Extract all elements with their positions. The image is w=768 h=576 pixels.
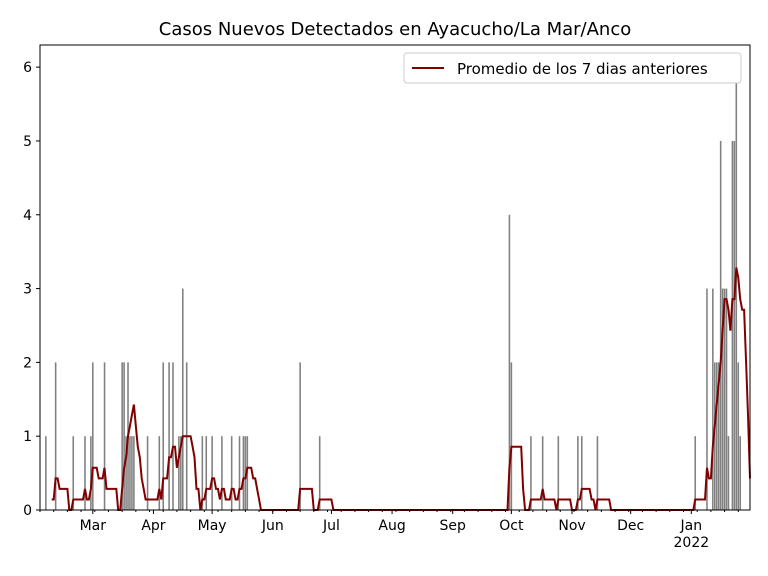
bar xyxy=(103,362,106,510)
x-tick-label: May xyxy=(198,518,227,534)
bar xyxy=(719,140,722,510)
bar xyxy=(158,436,161,510)
bar xyxy=(715,362,718,510)
bar xyxy=(201,436,204,510)
bar xyxy=(54,362,57,510)
bar xyxy=(121,362,123,510)
bar xyxy=(238,436,241,510)
x-tick-label: Jul xyxy=(322,518,340,534)
bar xyxy=(168,362,170,510)
bar xyxy=(84,436,86,510)
x-tick-label: Dec xyxy=(617,518,644,534)
bar xyxy=(733,140,736,510)
bar xyxy=(712,288,714,510)
bar xyxy=(717,362,720,510)
bar xyxy=(596,436,599,510)
bar xyxy=(129,436,131,510)
plot-frame xyxy=(39,44,751,511)
y-tick-label: 4 xyxy=(23,208,32,224)
y-tick-label: 5 xyxy=(23,134,32,150)
bar xyxy=(299,362,301,510)
bar xyxy=(180,436,182,510)
bar xyxy=(721,288,724,510)
x-tick-label: Mar xyxy=(80,518,107,534)
y-tick-label: 1 xyxy=(23,429,32,445)
x-tick-label: Oct xyxy=(499,518,524,534)
bar xyxy=(72,436,75,510)
y-tick-label: 0 xyxy=(23,503,32,519)
bar xyxy=(706,288,708,510)
bar xyxy=(172,362,174,510)
y-tick-label: 6 xyxy=(23,60,32,76)
bar xyxy=(125,436,127,510)
bar xyxy=(162,362,165,510)
bar xyxy=(557,436,560,510)
x-tick-label: Aug xyxy=(378,518,405,534)
bar xyxy=(731,140,734,510)
x-tick-label: Nov xyxy=(558,518,585,534)
bar xyxy=(90,436,92,510)
legend: Promedio de los 7 dias anteriores xyxy=(403,52,742,84)
x-tick-label: Jun xyxy=(261,518,284,534)
bar xyxy=(739,436,742,510)
bar xyxy=(581,436,583,510)
bar xyxy=(123,362,125,510)
bar xyxy=(221,436,223,510)
x-tick-label: Jan xyxy=(680,518,703,534)
line-group xyxy=(51,267,751,511)
bar xyxy=(146,436,149,510)
bar xyxy=(510,362,513,510)
bar xyxy=(530,436,532,510)
bar xyxy=(242,436,245,510)
x-tick-label: Apr xyxy=(141,518,165,534)
bar xyxy=(727,436,730,510)
bars-group xyxy=(45,67,742,511)
bar xyxy=(133,436,135,510)
y-tick-label: 2 xyxy=(23,355,32,371)
legend-label: Promedio de los 7 dias anteriores xyxy=(457,60,708,78)
bar xyxy=(230,436,233,510)
x-tick-label: Sep xyxy=(440,518,467,534)
legend-box xyxy=(403,52,742,84)
bar xyxy=(92,362,94,510)
bar xyxy=(577,436,579,510)
bar xyxy=(205,436,208,510)
bar xyxy=(737,362,740,510)
bar xyxy=(211,436,213,510)
bar xyxy=(182,288,184,510)
moving-average-line xyxy=(51,267,751,511)
bar xyxy=(725,288,728,510)
bar xyxy=(735,67,738,511)
bar xyxy=(178,436,180,510)
bar xyxy=(45,436,47,510)
bar xyxy=(318,436,321,510)
bar xyxy=(508,214,511,510)
chart-title: Casos Nuevos Detectados en Ayacucho/La M… xyxy=(159,19,632,40)
bar xyxy=(131,436,133,510)
bar xyxy=(541,436,544,510)
y-tick-label: 3 xyxy=(23,282,32,298)
bar xyxy=(694,436,697,510)
x-tick-sublabel: 2022 xyxy=(674,535,710,551)
axes: 0 1 2 3 4 5 6 Mar Apr May Jun Jul Aug Sep Oct Nov Dec Jan… xyxy=(23,60,739,551)
bar xyxy=(723,288,726,510)
